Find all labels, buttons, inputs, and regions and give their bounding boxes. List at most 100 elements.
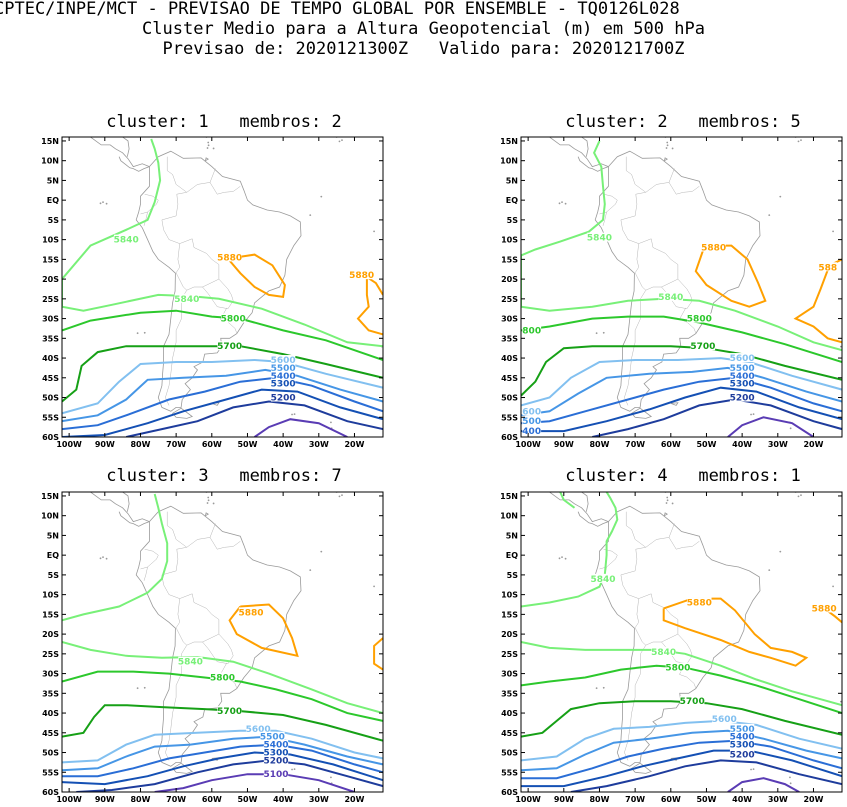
coastline (542, 492, 609, 523)
lat-label: 30S (501, 315, 518, 324)
lon-label: 60W (661, 795, 681, 804)
contour-label: 5880 (349, 271, 374, 281)
map-frame (61, 491, 384, 793)
contour-line (521, 749, 842, 788)
island (558, 202, 561, 205)
contour-line (62, 345, 383, 403)
lat-label: EQ (506, 551, 518, 560)
lat-label: 25S (42, 295, 59, 304)
contour-label: 5880 (239, 608, 264, 618)
lat-label: 15S (501, 255, 518, 264)
lat-label: 20S (501, 275, 518, 284)
coastline (581, 492, 589, 512)
contour-label: 5880 (812, 604, 837, 614)
coastline (135, 150, 302, 419)
island (338, 495, 341, 498)
country-border (620, 168, 675, 273)
contour-label: 400 (522, 427, 541, 437)
contour-label: 5840 (114, 236, 139, 246)
contour-label-bg (263, 769, 289, 779)
lat-label: 15S (42, 610, 59, 619)
panel-2-title: cluster: 2 membros: 5 (565, 112, 801, 132)
contour-line (62, 376, 383, 431)
lat-label: 5S (48, 571, 60, 580)
island (564, 557, 567, 560)
lat-label: 15N (500, 492, 518, 501)
coastline (577, 156, 609, 172)
island (212, 502, 215, 505)
island (752, 768, 755, 771)
island (204, 512, 210, 517)
island (309, 214, 312, 217)
lat-label: 35S (42, 689, 59, 698)
contour-label: 5840 (174, 295, 199, 305)
contour-line (62, 388, 383, 437)
country-border (668, 537, 700, 550)
lat-label: 5S (507, 216, 519, 225)
contour-label-bg (658, 291, 683, 301)
island (666, 141, 669, 144)
contour-line (227, 253, 286, 299)
contour-label: 5800 (665, 664, 690, 674)
contour-label: 5400 (730, 372, 755, 382)
country-border (634, 238, 679, 291)
island (143, 331, 146, 334)
contour-line (694, 244, 767, 308)
island (206, 147, 209, 149)
contour-line (570, 759, 842, 792)
lon-label: 80W (589, 795, 609, 804)
contour-line (154, 773, 355, 792)
lat-label: 45S (501, 729, 518, 738)
country-border (202, 278, 234, 309)
island (797, 140, 800, 143)
contour-label: 5880 (217, 253, 242, 263)
lat-label: 10N (500, 157, 518, 166)
lon-label: 30W (309, 440, 329, 449)
island (602, 331, 605, 334)
island (330, 776, 332, 779)
contour-label: 5500 (730, 364, 755, 374)
contour-line (521, 719, 842, 762)
lat-label: 35S (501, 334, 518, 343)
panel-1-title: cluster: 1 membros: 2 (106, 112, 342, 132)
country-border (209, 537, 241, 550)
contour-line (356, 275, 383, 336)
contour-label-bg (701, 242, 726, 252)
lat-label: 5N (47, 176, 59, 185)
island (722, 438, 724, 440)
coastline (118, 511, 150, 527)
island (204, 487, 206, 489)
contour-label-bg (221, 313, 246, 323)
contour-label: 5500 (730, 725, 755, 735)
lat-label: 45S (42, 729, 59, 738)
country-border (620, 523, 675, 628)
contour-label-bg (263, 739, 289, 749)
island (291, 413, 293, 416)
contour-line (76, 759, 383, 792)
lon-label: 20W (344, 440, 364, 449)
coastline (594, 505, 761, 774)
country-border (220, 662, 228, 675)
contour-label: 588 (818, 263, 837, 273)
contour-label-bg (665, 662, 691, 672)
lat-label: 15N (41, 492, 59, 501)
lat-label: 10N (41, 157, 59, 166)
country-border (140, 193, 159, 215)
lon-label: 70W (166, 440, 186, 449)
contour-label-bg (687, 313, 712, 323)
contour-line (373, 637, 383, 671)
country-border (175, 238, 220, 291)
island (204, 157, 210, 162)
lon-label: 90W (554, 795, 574, 804)
contour-line (727, 416, 815, 437)
island (595, 332, 598, 335)
contour-line (521, 492, 619, 608)
lat-label: 25S (501, 295, 518, 304)
island (99, 557, 102, 560)
contour-label-bg (587, 232, 612, 242)
lon-label: 70W (625, 440, 645, 449)
lat-label: 50S (42, 394, 59, 403)
contour-line (592, 398, 842, 437)
island (102, 201, 104, 204)
